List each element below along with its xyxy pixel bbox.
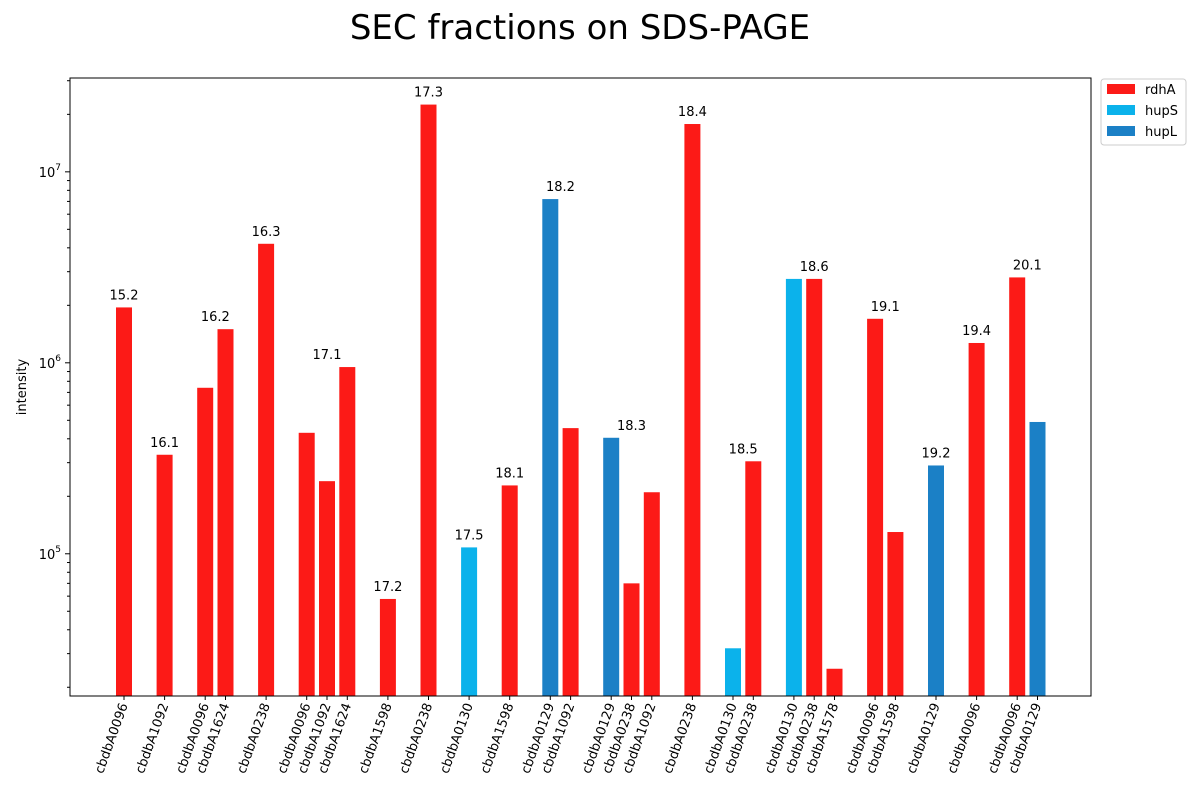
bar-rdhA-cbdbA0096	[116, 307, 132, 696]
y-tick-base: 10	[39, 357, 56, 372]
legend-label-rdhA: rdhA	[1145, 83, 1176, 98]
group-label: 18.5	[729, 442, 758, 457]
group-label: 17.3	[414, 86, 443, 101]
bar-rdhA-cbdbA1092	[156, 454, 173, 696]
y-tick-label: 106	[39, 354, 62, 372]
legend: rdhA hupS hupL	[1100, 78, 1187, 146]
group-label: 18.2	[546, 180, 575, 195]
group-label: 18.1	[495, 466, 524, 481]
bars-layer	[116, 104, 1046, 696]
x-tick-label: cbdbA0096	[92, 701, 131, 776]
group-label: 18.6	[800, 260, 829, 275]
bar-rdhA-cbdbA0096	[968, 342, 985, 696]
bar-rdhA-cbdbA1598	[887, 532, 904, 696]
bar-rdhA-cbdbA0238	[745, 461, 762, 696]
bar-rdhA-cbdbA0238	[806, 278, 823, 696]
bar-rdhA-cbdbA0238	[684, 124, 701, 696]
bar-hupL-cbdbA0129	[928, 465, 944, 696]
bar-rdhA-cbdbA1598	[379, 598, 396, 696]
y-tick-base: 10	[39, 166, 56, 181]
bar-rdhA-cbdbA0238	[623, 583, 640, 696]
x-tick-label: cbdbA0129	[904, 701, 943, 776]
group-label: 16.1	[150, 436, 179, 451]
x-tick-label: cbdbA1598	[356, 701, 395, 776]
group-label: 20.1	[1013, 258, 1042, 273]
bar-rdhA-cbdbA1578	[826, 668, 843, 696]
legend-label-hupS: hupS	[1145, 104, 1178, 119]
bar-hupS-cbdbA0130	[785, 278, 802, 696]
bar-rdhA-cbdbA0238	[258, 243, 275, 696]
y-axis-label: intensity	[15, 359, 30, 416]
group-label: 15.2	[110, 288, 139, 303]
x-tick-label: cbdbA0238	[661, 701, 700, 776]
group-label: 19.2	[922, 446, 951, 461]
bar-rdhA-cbdbA0238	[420, 104, 437, 696]
bar-hupS-cbdbA0130	[461, 547, 478, 696]
bar-rdhA-cbdbA1092	[562, 428, 579, 696]
y-tick-label: 105	[39, 545, 61, 563]
x-tick-label: cbdbA1598	[478, 701, 517, 776]
bar-rdhA-cbdbA1624	[217, 329, 234, 696]
bar-rdhA-cbdbA1598	[501, 485, 518, 696]
group-label: 18.4	[678, 105, 707, 120]
group-label: 17.1	[313, 348, 342, 363]
bar-rdhA-cbdbA1092	[643, 492, 660, 696]
bar-rdhA-cbdbA0096	[1009, 277, 1026, 696]
bar-hupL-cbdbA0129	[542, 199, 559, 696]
legend-swatch-rdhA	[1107, 84, 1135, 94]
x-tick-label: cbdbA1092	[133, 701, 172, 776]
bar-rdhA-cbdbA1624	[339, 367, 356, 696]
bar-hupL-cbdbA0129	[1029, 421, 1046, 696]
group-label: 17.2	[373, 580, 402, 595]
bar-rdhA-cbdbA0096	[298, 432, 315, 696]
x-tick-label: cbdbA0238	[234, 701, 273, 776]
group-label: 19.4	[962, 324, 991, 339]
y-tick-label: 107	[39, 163, 61, 181]
x-tick-label: cbdbA0130	[437, 701, 476, 776]
x-tick-label: cbdbA0096	[945, 701, 984, 776]
bar-hupL-cbdbA0129	[603, 437, 620, 696]
legend-label-hupL: hupL	[1145, 125, 1178, 140]
bar-hupS-cbdbA0130	[725, 648, 741, 696]
group-label: 16.3	[252, 225, 281, 240]
group-label: 18.3	[617, 419, 646, 434]
group-label: 17.5	[455, 528, 484, 543]
x-tick-label: cbdbA0238	[397, 701, 436, 776]
plot-frame	[69, 77, 1092, 697]
group-label: 16.2	[201, 310, 230, 325]
y-tick-exponent: 6	[55, 354, 61, 364]
legend-swatch-hupS	[1107, 105, 1135, 115]
bar-rdhA-cbdbA0096	[867, 318, 884, 696]
y-tick-base: 10	[39, 548, 56, 563]
bar-rdhA-cbdbA1092	[319, 481, 335, 696]
bar-rdhA-cbdbA0096	[197, 387, 214, 696]
group-label: 19.1	[871, 300, 900, 315]
chart-title: SEC fractions on SDS-PAGE	[350, 8, 810, 48]
y-tick-exponent: 5	[55, 545, 61, 555]
group-labels-layer: 15.2 16.1 16.2 16.3 17.1 17.2 17.3 17.5 18.1 18.2…	[110, 86, 1042, 595]
legend-swatch-hupL	[1107, 126, 1135, 136]
y-tick-exponent: 7	[55, 163, 61, 173]
